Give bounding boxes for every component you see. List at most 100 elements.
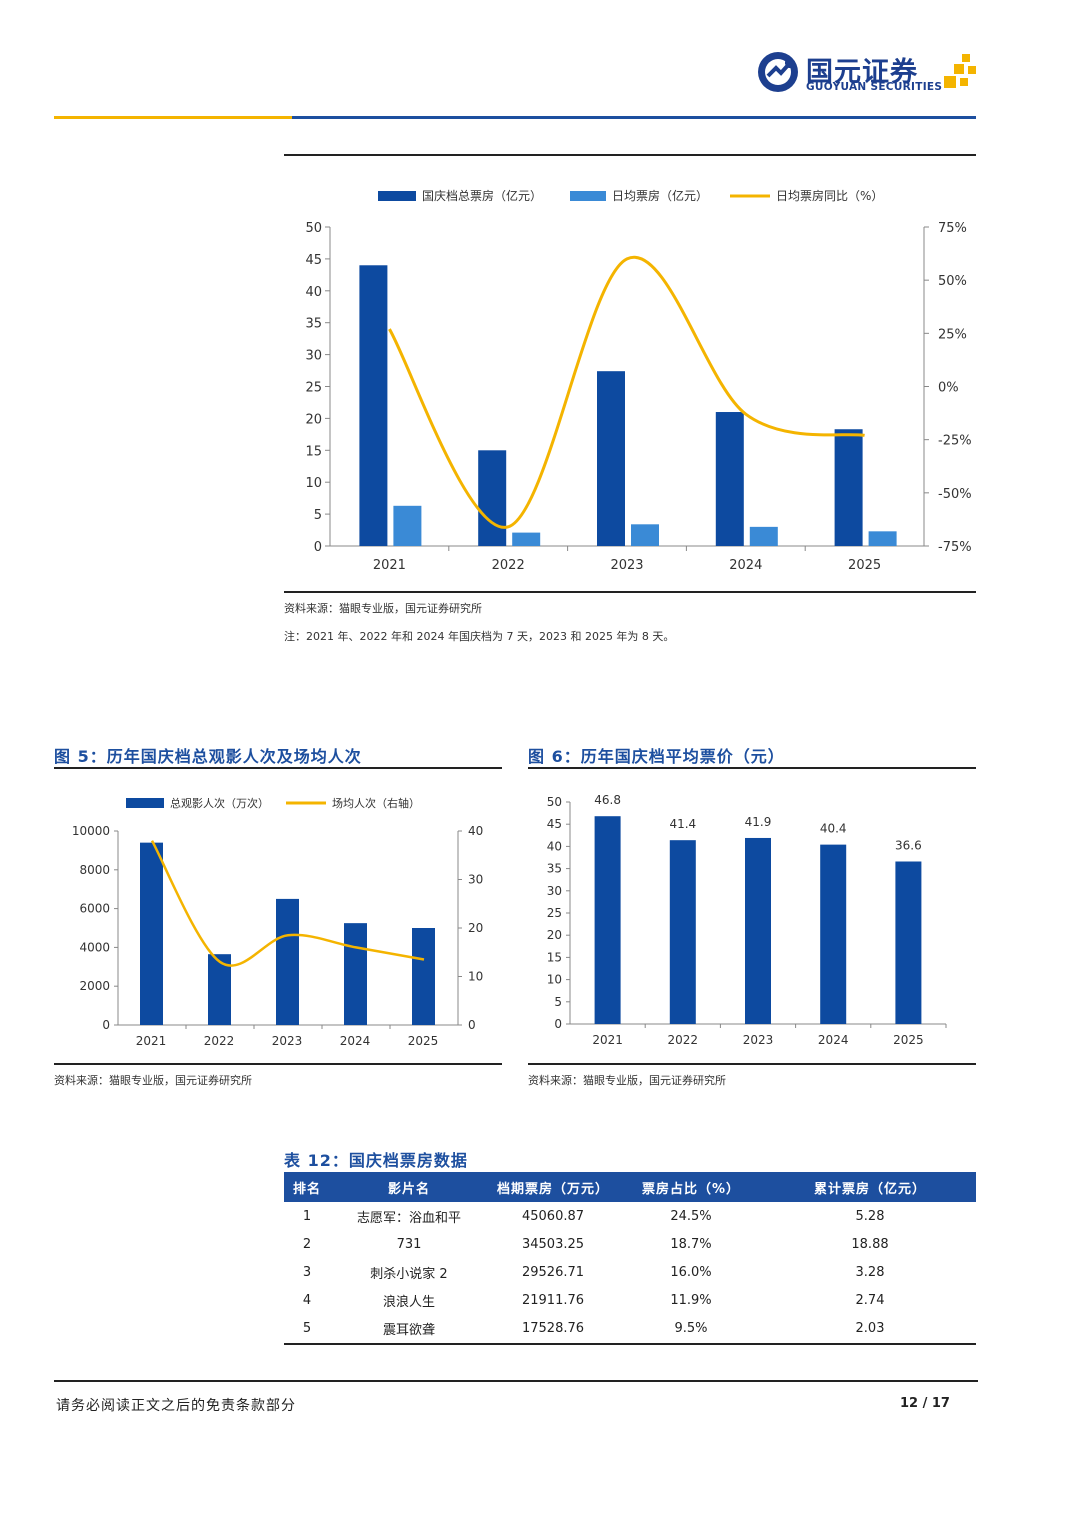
cell-rank: 4 (302, 1292, 312, 1308)
y-tick-label: 8000 (79, 863, 110, 877)
y-tick-label: 30 (305, 349, 322, 364)
attendance-chart: 总观影人次（万次） 场均人次（右轴） 0 2000 4000 6000 8000 10000 0… (72, 796, 483, 1048)
x-tick-label: 2022 (492, 558, 525, 573)
y-tick-label: 0 (102, 1018, 110, 1032)
bar-total-box-office (597, 371, 625, 546)
legend-swatch (126, 798, 164, 808)
cell-rank: 2 (302, 1236, 312, 1252)
table-row: 1 志愿军：浴血和平 45060.87 24.5% 5.28 (284, 1202, 976, 1230)
y-tick-label: 5 (554, 995, 562, 1009)
y2-tick-label: 30 (468, 873, 483, 887)
table-row: 4 浪浪人生 21911.76 11.9% 2.74 (284, 1286, 976, 1314)
y-tick-label: 40 (547, 839, 562, 853)
cell-period-box-office: 45060.87 (521, 1208, 585, 1224)
col-header-film: 影片名 (330, 1172, 488, 1202)
x-tick-label: 2022 (668, 1033, 699, 1047)
bar-total-attendance (208, 954, 231, 1025)
box-office-table: 排名 影片名 档期票房（万元） 票房占比（%） 累计票房（亿元） 1 志愿军：浴… (284, 1172, 976, 1342)
bar-daily-box-office (393, 505, 422, 546)
cell-cumulative: 18.88 (851, 1236, 889, 1252)
data-label: 41.4 (669, 817, 696, 831)
company-logo: 国元证券 GUOYUAN SECURITIES (756, 48, 986, 98)
footer-rule (54, 1380, 978, 1382)
bar-total-box-office (715, 412, 744, 546)
bar-total-box-office (834, 429, 863, 546)
bar-avg-ticket-price (820, 844, 847, 1024)
table-row: 5 震耳欲聋 17528.76 9.5% 2.03 (284, 1314, 976, 1342)
cell-period-box-office: 29526.71 (521, 1264, 585, 1280)
legend-label: 总观影人次（万次） (170, 796, 269, 810)
fig6-bottom-rule (528, 1063, 976, 1065)
cell-film: 震耳欲聋 (382, 1322, 435, 1338)
top-chart-note: 注：2021 年、2022 年和 2024 年国庆档为 7 天，2023 和 2… (284, 630, 675, 643)
x-tick-label: 2025 (848, 558, 881, 573)
footer-disclaimer: 请务必阅读正文之后的免责条款部分 (56, 1398, 296, 1414)
legend-label: 日均票房（亿元） (612, 188, 708, 203)
table-header-row: 排名 影片名 档期票房（万元） 票房占比（%） 累计票房（亿元） (284, 1172, 976, 1202)
table-bottom-rule (284, 1343, 976, 1345)
cell-film: 731 (396, 1236, 422, 1252)
fig6-top-rule (528, 767, 976, 769)
fig5-source: 资料来源：猫眼专业版，国元证券研究所 (54, 1074, 252, 1087)
fig6-source: 资料来源：猫眼专业版，国元证券研究所 (528, 1074, 726, 1087)
logo-name-cn: 国元证券 (806, 57, 918, 88)
cell-film: 志愿军：浴血和平 (356, 1210, 461, 1226)
col-header-rank: 排名 (284, 1172, 330, 1202)
y-tick-label: 35 (547, 862, 562, 876)
x-tick-label: 2023 (610, 558, 643, 573)
y-tick-label: 0 (554, 1017, 562, 1031)
page-number: 12 / 17 (900, 1396, 950, 1411)
y-tick-label: 50 (305, 221, 322, 236)
data-label: 40.4 (820, 822, 847, 836)
bar-total-attendance (276, 898, 299, 1025)
bar-total-attendance (344, 923, 367, 1025)
y2-tick-label: -75% (938, 540, 972, 555)
bar-total-box-office (478, 450, 507, 546)
x-tick-label: 2023 (743, 1033, 774, 1047)
cell-share: 24.5% (670, 1208, 712, 1224)
y-tick-label: 0 (314, 540, 322, 555)
x-tick-label: 2021 (373, 558, 406, 573)
table-row: 2 731 34503.25 18.7% 18.88 (284, 1230, 976, 1258)
x-tick-label: 2024 (729, 558, 762, 573)
cell-film: 浪浪人生 (382, 1294, 435, 1310)
y-tick-label: 40 (305, 285, 322, 300)
y2-tick-label: -25% (938, 434, 972, 449)
y-tick-label: 20 (305, 412, 322, 427)
table12-title: 表 12：国庆档票房数据 (284, 1151, 468, 1170)
bar-total-box-office (359, 265, 388, 546)
col-header-cumulative: 累计票房（亿元） (764, 1172, 976, 1202)
cell-share: 9.5% (674, 1320, 708, 1336)
top-chart-top-rule (284, 154, 976, 156)
x-tick-label: 2024 (818, 1033, 849, 1047)
cell-rank: 1 (302, 1208, 312, 1224)
fig6-title: 图 6：历年国庆档平均票价（元） (528, 747, 785, 766)
y-tick-label: 50 (547, 795, 562, 809)
y2-tick-label: 10 (468, 970, 483, 984)
y-tick-label: 25 (305, 381, 322, 396)
y-tick-label: 25 (547, 906, 562, 920)
fig5-top-rule (54, 767, 502, 769)
bar-avg-ticket-price (895, 861, 922, 1024)
legend-label: 日均票房同比（%） (776, 188, 883, 203)
y-tick-label: 10000 (72, 824, 110, 838)
line-avg-per-show (150, 840, 425, 967)
x-tick-label: 2022 (204, 1034, 235, 1048)
y-tick-label: 10 (305, 476, 322, 491)
x-tick-label: 2024 (340, 1034, 371, 1048)
x-tick-label: 2023 (272, 1034, 303, 1048)
y-tick-label: 15 (305, 444, 322, 459)
y-tick-label: 6000 (79, 902, 110, 916)
bar-daily-box-office (749, 526, 778, 546)
y-tick-label: 45 (305, 253, 322, 268)
logo-name-en: GUOYUAN SECURITIES (806, 81, 943, 93)
y-tick-label: 15 (547, 950, 562, 964)
table-row: 3 刺杀小说家 2 29526.71 16.0% 3.28 (284, 1258, 976, 1286)
bar-avg-ticket-price (669, 840, 696, 1024)
x-tick-label: 2021 (592, 1033, 623, 1047)
cell-rank: 5 (302, 1320, 312, 1336)
y2-tick-label: 25% (938, 327, 967, 342)
data-label: 36.6 (895, 838, 922, 852)
y2-tick-label: 75% (938, 221, 967, 236)
